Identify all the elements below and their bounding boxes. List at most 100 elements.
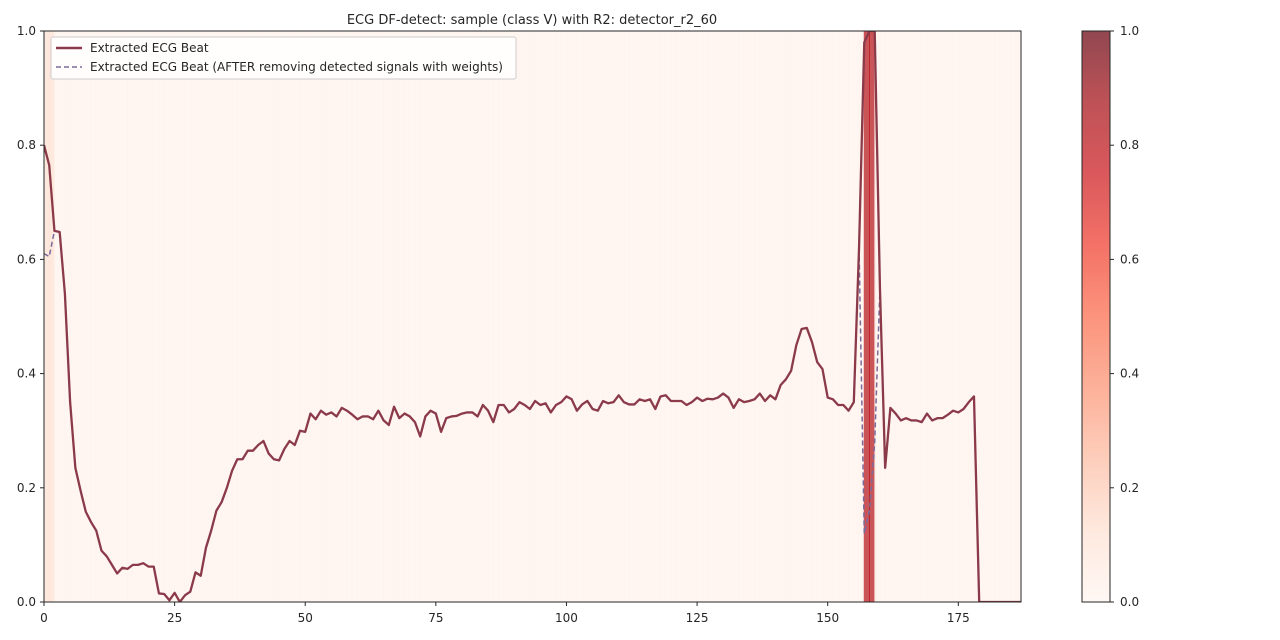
weight-band: [508, 31, 515, 602]
weight-band: [691, 31, 698, 602]
legend-label-extracted: Extracted ECG Beat: [90, 41, 209, 55]
weight-band: [524, 31, 531, 602]
weight-band: [158, 31, 165, 602]
weight-band: [498, 31, 505, 602]
weight-band: [153, 31, 160, 602]
weight-band: [221, 31, 228, 602]
series-line-extracted: [44, 31, 1021, 602]
weight-band: [889, 31, 897, 602]
weight-band: [696, 31, 703, 602]
weight-band: [289, 31, 296, 602]
weight-band: [398, 31, 405, 602]
y-tick-label: 0.6: [17, 252, 36, 266]
weight-band: [142, 31, 149, 602]
weight-band: [247, 31, 254, 602]
weight-band: [106, 31, 113, 602]
weight-band: [863, 31, 870, 602]
weight-bands: [44, 31, 1021, 602]
x-tick-label: 100: [555, 611, 578, 625]
weight-band: [74, 31, 82, 602]
weight-band: [660, 31, 667, 602]
y-tick-label: 0.4: [17, 367, 36, 381]
weight-band: [388, 31, 395, 602]
weight-band: [477, 31, 484, 602]
weight-band: [215, 31, 223, 602]
weight-band: [309, 31, 317, 602]
weight-band: [780, 31, 787, 602]
weight-band: [100, 31, 108, 602]
weight-band: [252, 31, 259, 602]
weight-band: [905, 31, 912, 602]
weight-band: [299, 31, 306, 602]
x-tick-label: 175: [947, 611, 970, 625]
weight-band: [947, 31, 954, 602]
weight-band: [675, 31, 682, 602]
weight-band: [346, 31, 353, 602]
weight-band: [973, 31, 980, 602]
weight-band: [811, 31, 818, 602]
weight-band: [1015, 31, 1021, 602]
weight-band: [513, 31, 520, 602]
weight-band: [341, 31, 348, 602]
weight-band: [53, 31, 61, 602]
weight-band: [315, 31, 322, 602]
weight-band: [576, 31, 583, 602]
weight-band: [571, 31, 578, 602]
weight-band: [858, 31, 865, 602]
weight-band: [952, 31, 959, 602]
weight-band: [132, 31, 139, 602]
weight-band: [466, 31, 473, 602]
x-tick-label: 125: [686, 611, 709, 625]
weight-band: [759, 31, 766, 602]
weight-band: [362, 31, 369, 602]
weight-band: [963, 31, 970, 602]
weight-band: [294, 31, 301, 602]
weight-band: [127, 31, 134, 602]
weight-band: [393, 31, 400, 602]
colorbar-tick-label: 0.0: [1120, 595, 1139, 609]
weight-band: [565, 31, 573, 602]
weight-band: [487, 31, 494, 602]
y-tick-label: 0.0: [17, 595, 36, 609]
weight-band: [707, 31, 714, 602]
plot-frame: [43, 30, 1022, 603]
weight-band: [680, 31, 688, 602]
weight-band: [895, 31, 902, 602]
weight-band: [628, 31, 635, 602]
weight-band: [377, 31, 385, 602]
weight-band: [665, 31, 672, 602]
weight-band: [414, 31, 421, 602]
weight-band: [968, 31, 975, 602]
weight-band: [942, 31, 949, 602]
weight-band: [555, 31, 562, 602]
weight-band: [440, 31, 447, 602]
weight-band: [748, 31, 756, 602]
weight-band: [623, 31, 630, 602]
weight-band: [336, 31, 343, 602]
weight-band: [242, 31, 249, 602]
weight-band: [670, 31, 677, 602]
weight-band: [195, 31, 202, 602]
weight-band: [147, 31, 155, 602]
weight-band: [743, 31, 750, 602]
x-tick-label: 50: [298, 611, 313, 625]
weight-band: [48, 31, 55, 602]
x-tick-label: 25: [167, 611, 182, 625]
colorbar: 0.0 0.2 0.4 0.6 0.8 1.0: [1081, 24, 1139, 609]
legend-box: [50, 36, 517, 80]
weight-band: [612, 31, 620, 602]
weight-band: [372, 31, 379, 602]
y-tick-label: 1.0: [17, 24, 36, 38]
weight-band: [837, 31, 844, 602]
weight-band: [654, 31, 662, 602]
weight-band: [226, 31, 233, 602]
weight-band: [137, 31, 144, 602]
weight-band: [200, 31, 207, 602]
weight-band: [419, 31, 426, 602]
weight-band: [921, 31, 928, 602]
weight-band: [268, 31, 275, 602]
colorbar-gradient: [1081, 30, 1111, 603]
weight-band: [722, 31, 729, 602]
weight-band: [1010, 31, 1017, 602]
weight-band: [95, 31, 102, 602]
